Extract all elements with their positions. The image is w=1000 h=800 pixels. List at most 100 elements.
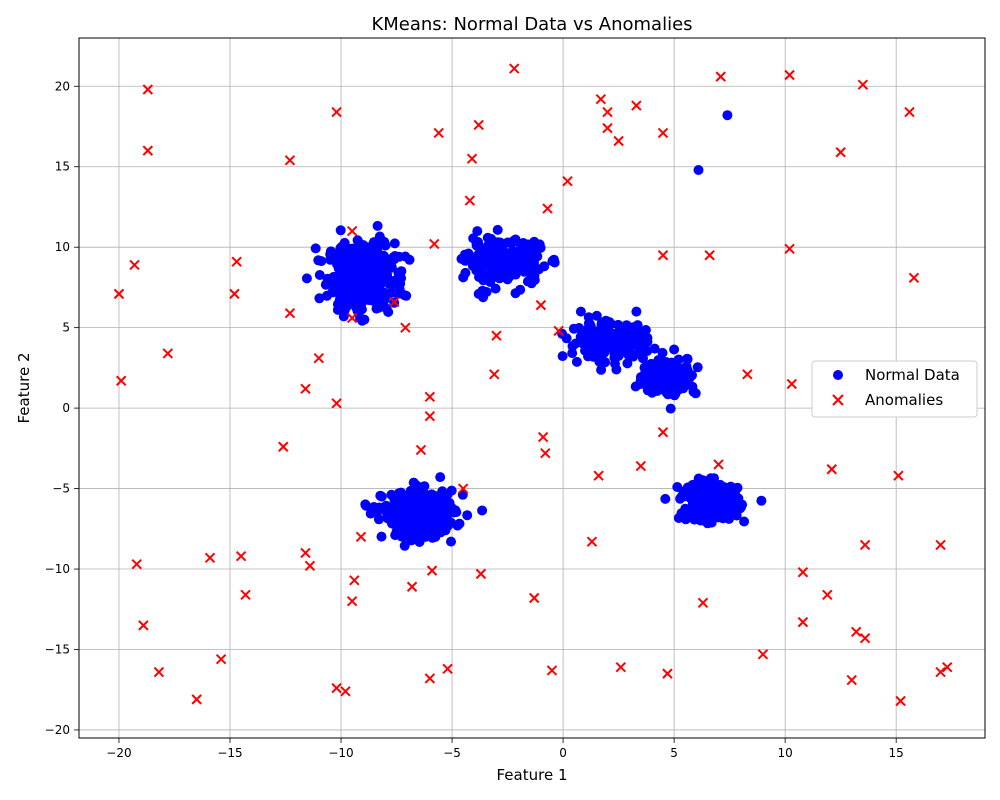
anomaly-point: [424, 391, 436, 403]
normal-point: [631, 306, 642, 317]
anomaly-point: [424, 410, 436, 422]
normal-point: [444, 498, 455, 508]
anomaly-point: [491, 330, 502, 341]
anomaly-point: [215, 653, 227, 665]
normal-point: [596, 364, 607, 375]
anomaly-point: [142, 84, 154, 95]
x-tick-label: −5: [443, 746, 461, 760]
normal-point: [613, 345, 624, 356]
anomaly-point: [742, 369, 753, 380]
normal-point: [363, 276, 374, 287]
anomaly-point: [300, 383, 311, 395]
anomaly-point: [229, 288, 240, 300]
normal-point: [655, 372, 666, 383]
normal-point: [462, 510, 473, 521]
anomaly-point: [235, 550, 247, 562]
normal-point: [685, 369, 696, 380]
normal-point: [642, 385, 653, 396]
normal-point: [660, 493, 671, 504]
normal-point: [693, 165, 704, 175]
normal-point: [511, 252, 522, 262]
anomaly-point: [113, 288, 125, 300]
normal-point: [756, 495, 767, 506]
anomaly-point: [231, 256, 242, 267]
normal-point: [492, 250, 503, 261]
anomaly-point: [715, 71, 726, 82]
anomaly-point: [657, 127, 669, 139]
anomaly-point: [757, 649, 769, 660]
legend-normal-marker: [833, 370, 843, 380]
normal-point: [730, 498, 741, 509]
normal-point: [415, 487, 426, 497]
normal-point: [398, 490, 408, 501]
normal-point: [622, 358, 633, 369]
anomaly-point: [784, 69, 795, 81]
normal-point: [583, 322, 594, 333]
anomaly-point: [895, 695, 906, 707]
anomaly-point: [822, 589, 833, 600]
normal-point: [675, 493, 686, 504]
normal-point: [354, 284, 365, 295]
anomaly-point: [509, 63, 520, 74]
normal-point: [557, 351, 568, 362]
normal-point: [454, 518, 465, 529]
normal-point: [539, 261, 550, 272]
anomaly-point: [857, 79, 869, 90]
anomaly-point: [153, 666, 165, 678]
normal-point: [495, 237, 506, 248]
normal-point: [446, 536, 456, 547]
normal-point: [380, 240, 391, 251]
normal-point: [430, 516, 441, 527]
anomaly-point: [204, 552, 216, 563]
normal-point: [376, 287, 387, 297]
normal-point: [682, 354, 693, 365]
legend-anomaly-label: Anomalies: [865, 391, 943, 409]
anomaly-point: [835, 147, 846, 158]
normal-point: [333, 278, 344, 289]
normal-point: [665, 375, 676, 386]
anomaly-point: [904, 106, 915, 118]
normal-point: [570, 338, 581, 349]
normal-point: [372, 220, 383, 231]
anomaly-point: [537, 431, 549, 443]
anomaly-points: [113, 63, 953, 707]
normal-point: [665, 403, 676, 414]
normal-point: [389, 495, 400, 506]
normal-point: [372, 297, 383, 308]
anomaly-point: [466, 153, 478, 164]
y-tick-label: 15: [55, 160, 70, 174]
normal-point: [669, 344, 680, 355]
anomaly-point: [355, 531, 367, 543]
anomaly-point: [631, 100, 642, 111]
normal-point: [596, 346, 607, 357]
normal-point: [692, 362, 703, 373]
normal-point: [471, 239, 482, 250]
anomaly-point: [797, 616, 809, 628]
legend: Normal Data Anomalies: [811, 360, 978, 418]
normal-point: [535, 242, 546, 253]
anomaly-point: [786, 378, 798, 390]
y-tick-label: −20: [45, 723, 70, 737]
plot-frame: [78, 37, 986, 739]
anomaly-point: [278, 441, 289, 452]
normal-point: [522, 276, 533, 287]
normal-point: [359, 314, 370, 325]
anomaly-point: [935, 539, 946, 551]
y-tick-label: 10: [55, 240, 70, 254]
anomaly-point: [602, 106, 613, 118]
normal-point: [549, 257, 560, 268]
anomaly-point: [540, 447, 551, 459]
normal-point: [446, 517, 456, 528]
anomaly-point: [284, 155, 296, 166]
normal-point: [347, 243, 358, 254]
normal-point: [739, 516, 750, 527]
normal-point: [600, 357, 611, 368]
normal-point: [392, 503, 403, 514]
normal-point: [567, 348, 578, 359]
normal-point: [613, 319, 624, 330]
normal-point: [591, 310, 602, 321]
anomaly-point: [595, 93, 607, 105]
normal-point: [327, 287, 338, 298]
anomaly-point: [400, 322, 411, 333]
